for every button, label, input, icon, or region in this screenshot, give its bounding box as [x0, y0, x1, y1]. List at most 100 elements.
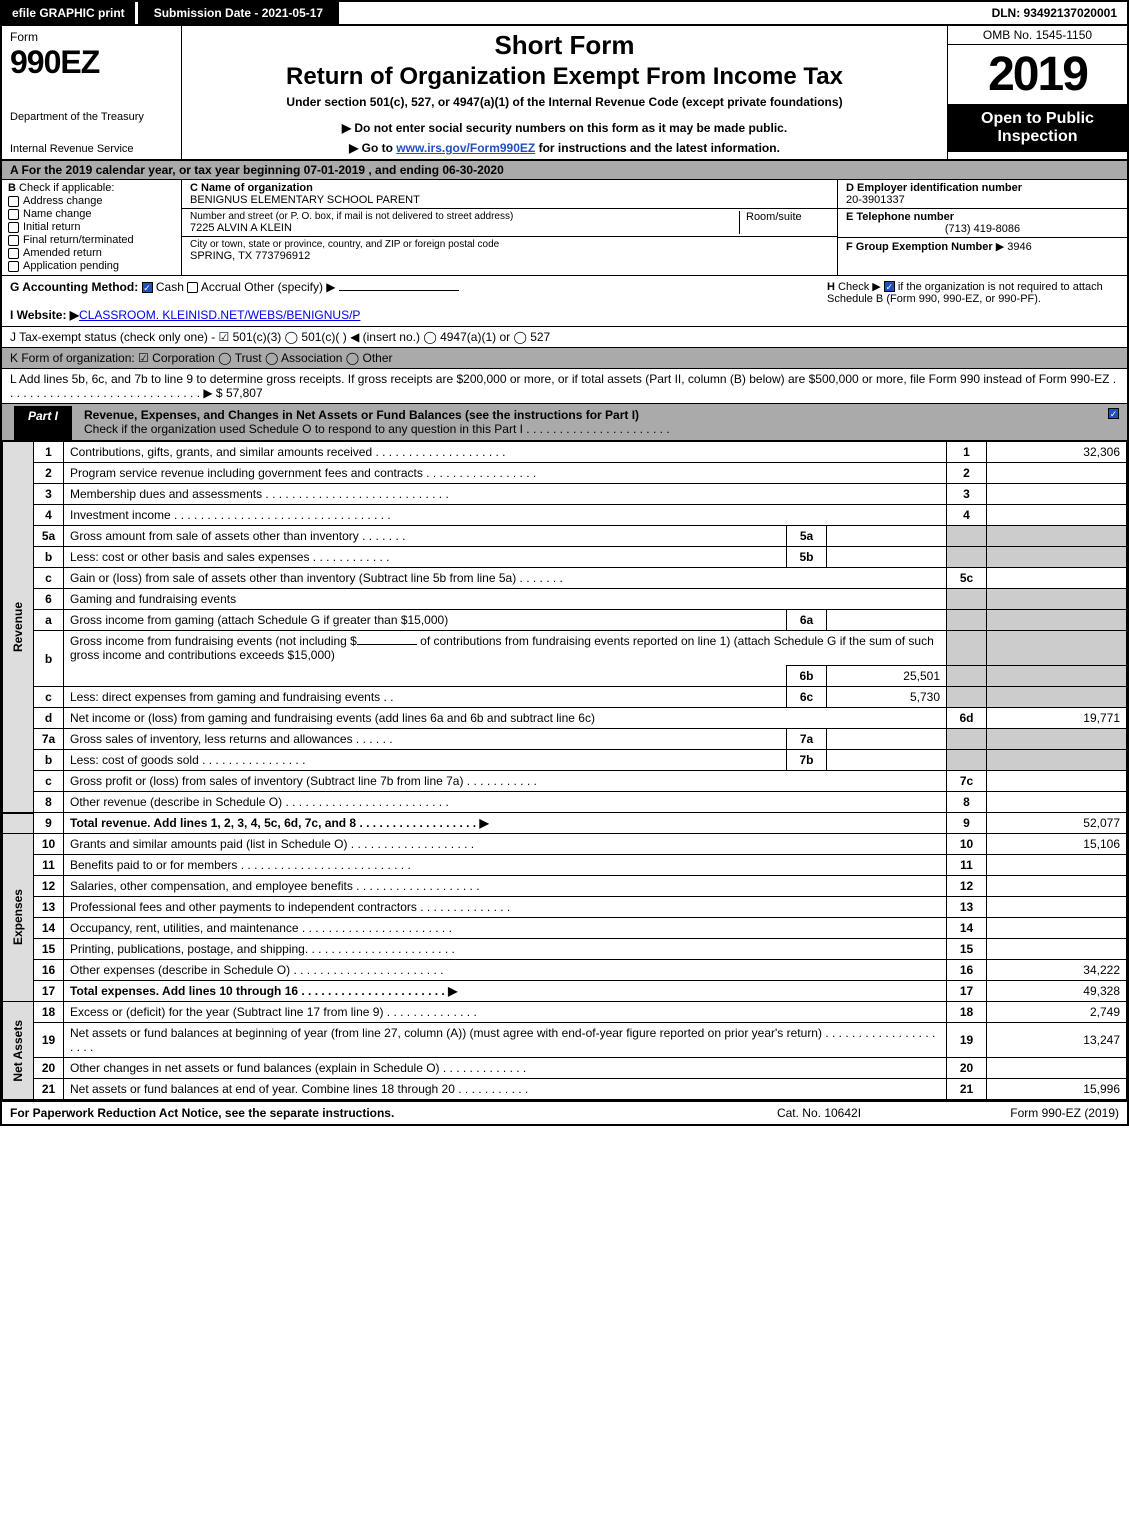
checkbox-icon[interactable]: [8, 248, 19, 259]
dln-label: DLN: 93492137020001: [982, 2, 1127, 24]
line-desc: Professional fees and other payments to …: [64, 897, 947, 918]
b-item-label: Application pending: [23, 260, 119, 272]
e-value: (713) 419-8086: [846, 223, 1119, 235]
subtitle: Under section 501(c), 527, or 4947(a)(1)…: [192, 95, 937, 109]
line-num: 10: [34, 834, 64, 855]
line-value: [987, 855, 1127, 876]
submission-date-label: Submission Date - 2021-05-17: [135, 2, 339, 24]
line-num: 4: [34, 505, 64, 526]
b-item-amended[interactable]: Amended return: [8, 247, 175, 259]
line-code: 19: [947, 1023, 987, 1058]
contrib-amount-field[interactable]: [357, 644, 417, 645]
checkbox-checked-icon[interactable]: ✓: [1108, 408, 1119, 419]
line-num: 6: [34, 589, 64, 610]
sub-code: 6b: [787, 666, 827, 687]
c-name-label: C Name of organization: [190, 182, 829, 194]
g-other-field[interactable]: [339, 290, 459, 291]
c-name-value: BENIGNUS ELEMENTARY SCHOOL PARENT: [190, 194, 829, 206]
grey-cell: [987, 589, 1127, 610]
vtab-revenue-label: Revenue: [9, 592, 27, 662]
checkbox-icon[interactable]: [8, 222, 19, 233]
d-value: 20-3901337: [846, 194, 905, 206]
line-num: 3: [34, 484, 64, 505]
b-item-pending[interactable]: Application pending: [8, 260, 175, 272]
line-value: [987, 792, 1127, 813]
efile-label[interactable]: efile GRAPHIC print: [2, 2, 135, 24]
section-def: D Employer identification number 20-3901…: [837, 180, 1127, 275]
i-label: I Website: ▶: [10, 308, 79, 322]
checkbox-checked-icon[interactable]: ✓: [142, 282, 153, 293]
checkbox-icon[interactable]: [8, 235, 19, 246]
line-num: 1: [34, 442, 64, 463]
line-code: 7c: [947, 771, 987, 792]
part-i-label: Part I: [14, 406, 72, 440]
part-i-check[interactable]: ✓: [1100, 404, 1127, 440]
goto-link[interactable]: www.irs.gov/Form990EZ: [396, 141, 535, 155]
section-bcdef: B Check if applicable: Address change Na…: [2, 180, 1127, 276]
line-desc: Excess or (deficit) for the year (Subtra…: [64, 1002, 947, 1023]
j-text: J Tax-exempt status (check only one) - ☑…: [10, 330, 550, 344]
line-value: [987, 876, 1127, 897]
checkbox-icon[interactable]: [8, 209, 19, 220]
vtab-revenue: Revenue: [3, 442, 34, 813]
line-desc: Net assets or fund balances at end of ye…: [64, 1079, 947, 1100]
b-item-final[interactable]: Final return/terminated: [8, 234, 175, 246]
line-code: 14: [947, 918, 987, 939]
line-value: 15,106: [987, 834, 1127, 855]
line-code: 13: [947, 897, 987, 918]
line-value: 15,996: [987, 1079, 1127, 1100]
sub-value: 5,730: [827, 687, 947, 708]
line-code: 3: [947, 484, 987, 505]
line-desc: Gross income from gaming (attach Schedul…: [64, 610, 787, 631]
grey-cell: [987, 666, 1127, 687]
line-value: [987, 484, 1127, 505]
vtab-revenue-end: [3, 813, 34, 834]
f-row: F Group Exemption Number ▶ 3946: [838, 238, 1127, 255]
line-num: 20: [34, 1058, 64, 1079]
c-city-row: City or town, state or province, country…: [182, 237, 837, 264]
line-desc: Program service revenue including govern…: [64, 463, 947, 484]
line-value: [987, 505, 1127, 526]
line-num: 7a: [34, 729, 64, 750]
line-desc: Contributions, gifts, grants, and simila…: [64, 442, 947, 463]
website-link[interactable]: CLASSROOM. KLEINISD.NET/WEBS/BENIGNUS/P: [79, 308, 360, 322]
h-label: H: [827, 281, 835, 293]
f-label: F Group Exemption Number: [846, 241, 993, 253]
line-desc: Gaming and fundraising events: [64, 589, 947, 610]
b-item-address[interactable]: Address change: [8, 195, 175, 207]
row-g: G Accounting Method: ✓ Cash Accrual Othe…: [10, 280, 819, 322]
e-label: E Telephone number: [846, 211, 954, 223]
vtab-expenses: Expenses: [3, 834, 34, 1002]
section-b: B Check if applicable: Address change Na…: [2, 180, 182, 275]
form-word: Form: [10, 30, 173, 44]
sub-value: 25,501: [827, 666, 947, 687]
footer-catno: Cat. No. 10642I: [719, 1106, 919, 1120]
checkbox-icon[interactable]: [8, 196, 19, 207]
line-desc: Less: cost or other basis and sales expe…: [64, 547, 787, 568]
b-item-name[interactable]: Name change: [8, 208, 175, 220]
form-page: efile GRAPHIC print Submission Date - 20…: [0, 0, 1129, 1126]
grey-cell: [947, 526, 987, 547]
checkbox-checked-icon[interactable]: ✓: [884, 281, 895, 292]
line-code: 4: [947, 505, 987, 526]
header-mid: Short Form Return of Organization Exempt…: [182, 26, 947, 159]
grey-cell: [987, 687, 1127, 708]
b-check-if: Check if applicable:: [19, 182, 114, 194]
line-desc: Gross sales of inventory, less returns a…: [64, 729, 787, 750]
line-code: 17: [947, 981, 987, 1002]
grey-cell: [947, 687, 987, 708]
line-code: 8: [947, 792, 987, 813]
checkbox-icon[interactable]: [187, 282, 198, 293]
grey-cell: [947, 547, 987, 568]
checkbox-icon[interactable]: [8, 261, 19, 272]
sub-code: 6c: [787, 687, 827, 708]
line-desc: Total revenue. Add lines 1, 2, 3, 4, 5c,…: [64, 813, 947, 834]
k-text: K Form of organization: ☑ Corporation ◯ …: [10, 351, 393, 365]
line-value: [987, 1058, 1127, 1079]
d-row: D Employer identification number 20-3901…: [838, 180, 1127, 209]
goto-line: ▶ Go to www.irs.gov/Form990EZ for instru…: [192, 141, 937, 155]
footer-formref: Form 990-EZ (2019): [919, 1106, 1119, 1120]
line-num: 12: [34, 876, 64, 897]
b-item-initial[interactable]: Initial return: [8, 221, 175, 233]
section-c: C Name of organization BENIGNUS ELEMENTA…: [182, 180, 837, 275]
